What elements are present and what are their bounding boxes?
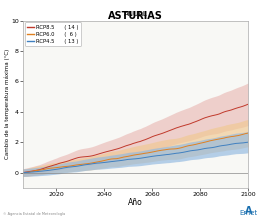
Y-axis label: Cambio de la temperatura máxima (°C): Cambio de la temperatura máxima (°C) (4, 49, 10, 159)
Title: ASTURIAS: ASTURIAS (108, 11, 163, 21)
Text: © Agencia Estatal de Meteorología: © Agencia Estatal de Meteorología (3, 212, 65, 216)
X-axis label: Año: Año (128, 198, 143, 207)
Legend: RCP8.5      ( 14 ), RCP6.0      (  6 ), RCP4.5      ( 13 ): RCP8.5 ( 14 ), RCP6.0 ( 6 ), RCP4.5 ( 13… (24, 22, 81, 46)
Text: Emet: Emet (239, 210, 257, 216)
Text: ANUAL: ANUAL (124, 11, 147, 17)
Text: A: A (245, 206, 252, 216)
